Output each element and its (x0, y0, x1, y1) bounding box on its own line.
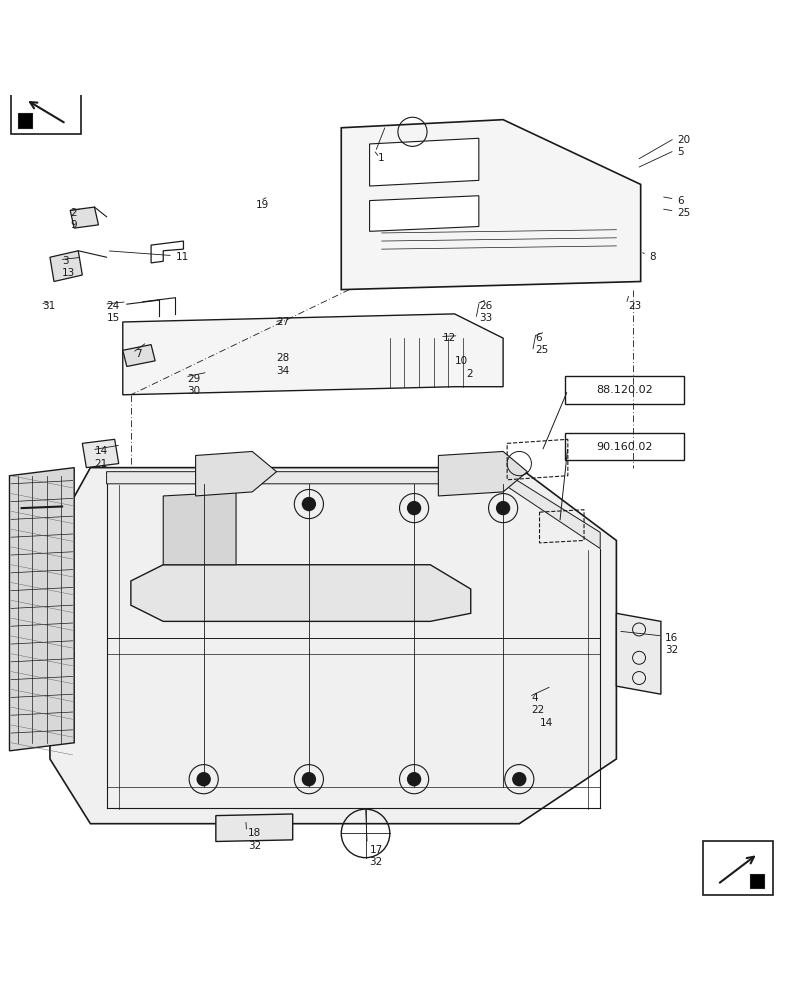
Polygon shape (122, 314, 503, 395)
Text: 29: 29 (187, 374, 200, 384)
Polygon shape (122, 345, 155, 366)
Text: 14: 14 (539, 718, 552, 728)
Text: 27: 27 (277, 317, 290, 327)
Polygon shape (70, 207, 98, 228)
Text: 16: 16 (664, 633, 677, 643)
Text: 15: 15 (106, 313, 120, 323)
Text: 17: 17 (369, 845, 382, 855)
Text: 32: 32 (369, 857, 382, 867)
Circle shape (513, 773, 525, 786)
Polygon shape (82, 439, 118, 468)
Text: 22: 22 (530, 705, 544, 715)
Text: 18: 18 (248, 828, 261, 838)
Bar (749, 874, 763, 888)
Text: 6: 6 (534, 333, 542, 343)
Text: 25: 25 (676, 208, 689, 218)
Text: 25: 25 (534, 345, 548, 355)
Text: 28: 28 (277, 353, 290, 363)
Text: 14: 14 (94, 446, 108, 456)
Polygon shape (106, 472, 599, 549)
Text: 26: 26 (478, 301, 491, 311)
Circle shape (407, 773, 420, 786)
Circle shape (496, 502, 509, 515)
Text: 34: 34 (277, 366, 290, 376)
Text: 2: 2 (70, 208, 77, 218)
Text: 7: 7 (135, 349, 141, 359)
FancyBboxPatch shape (11, 89, 80, 134)
Text: 20: 20 (676, 135, 689, 145)
Text: 32: 32 (248, 841, 261, 851)
FancyBboxPatch shape (564, 376, 683, 404)
Circle shape (407, 502, 420, 515)
Text: 6: 6 (676, 196, 683, 206)
Polygon shape (369, 196, 478, 231)
Text: 88.120.02: 88.120.02 (595, 385, 652, 395)
FancyBboxPatch shape (702, 841, 771, 895)
Text: 23: 23 (628, 301, 641, 311)
Polygon shape (50, 251, 82, 282)
Text: 30: 30 (187, 386, 200, 396)
Circle shape (197, 502, 210, 515)
Text: 9: 9 (70, 220, 77, 230)
Text: 5: 5 (676, 147, 683, 157)
Text: 13: 13 (62, 268, 75, 278)
Text: 19: 19 (256, 200, 269, 210)
Text: 31: 31 (42, 301, 55, 311)
Text: 3: 3 (62, 256, 69, 266)
Bar (18, 113, 32, 128)
Polygon shape (341, 120, 640, 290)
Text: 4: 4 (530, 693, 538, 703)
Polygon shape (438, 451, 526, 496)
Polygon shape (131, 565, 470, 621)
Text: 24: 24 (106, 301, 120, 311)
Text: 1: 1 (377, 153, 384, 163)
Polygon shape (369, 138, 478, 186)
Circle shape (302, 773, 315, 786)
Circle shape (302, 498, 315, 511)
Polygon shape (50, 468, 616, 824)
FancyBboxPatch shape (564, 433, 683, 460)
Text: 11: 11 (175, 252, 188, 262)
Polygon shape (216, 814, 292, 841)
Text: 21: 21 (94, 459, 108, 469)
Text: 8: 8 (648, 252, 654, 262)
Circle shape (197, 773, 210, 786)
Text: 2: 2 (466, 369, 473, 379)
Text: 33: 33 (478, 313, 491, 323)
Polygon shape (616, 613, 660, 694)
Polygon shape (10, 468, 74, 751)
Text: 90.160.02: 90.160.02 (595, 442, 652, 452)
Text: 10: 10 (454, 356, 467, 366)
Text: 32: 32 (664, 645, 677, 655)
Text: 12: 12 (442, 333, 455, 343)
Polygon shape (163, 492, 236, 565)
Polygon shape (195, 451, 277, 496)
